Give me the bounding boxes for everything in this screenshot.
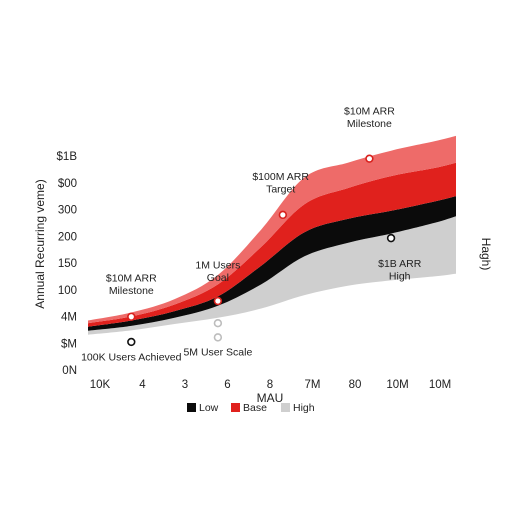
x-tick-label: 4: [139, 379, 146, 391]
y-axis-label-right: Hagh): [479, 238, 493, 271]
annotation-label: $10M ARR: [344, 106, 395, 118]
milestone-marker: [127, 337, 136, 347]
x-tick-label: 8: [267, 379, 273, 391]
annotation-label: $10M ARR: [106, 273, 157, 285]
band-base: [88, 162, 456, 327]
y-axis-label: Annual Recurring veme): [33, 179, 47, 308]
milestone-marker: [278, 210, 288, 220]
legend: Low Base High: [187, 402, 315, 414]
y-tick-label: 4M: [61, 312, 77, 324]
annotation-label: 1M Users: [195, 259, 240, 271]
y-tick-label: 150: [58, 258, 77, 270]
x-tick-label: 80: [349, 379, 362, 391]
legend-label-high: High: [293, 402, 315, 414]
x-tick-label: 10M: [429, 379, 451, 391]
x-tick-label: 10K: [90, 379, 111, 391]
milestone-marker: [213, 318, 223, 328]
band-low: [88, 196, 456, 331]
y-tick-label: 0N: [62, 365, 77, 377]
band-high: [88, 216, 456, 335]
x-tick-label: 3: [182, 379, 188, 391]
milestone-marker: [213, 333, 223, 342]
x-axis-label: MAU: [257, 391, 284, 405]
x-tick-labels: 10K 4 3 6 8 7M 80 10M 10M: [90, 379, 451, 391]
legend-swatch-high: [281, 403, 290, 412]
annotation-label: $100M ARR: [252, 171, 309, 183]
band-outer-3: [88, 135, 456, 324]
annotation-label: Milestone: [347, 118, 392, 130]
annotation-label: 100K Users Achieved: [81, 352, 182, 364]
y-tick-labels: 0N $M 4M 100 150 200 300 $00 $1B: [57, 151, 78, 377]
annotation-label: Goal: [207, 272, 229, 284]
annotation-label: $1B ARR: [378, 258, 422, 270]
y-tick-label: $00: [58, 178, 77, 190]
bands: [88, 135, 456, 335]
x-tick-label: 6: [224, 379, 230, 391]
x-tick-label: 10M: [386, 379, 408, 391]
y-tick-label: 300: [58, 205, 77, 217]
y-tick-label: 100: [58, 285, 77, 297]
milestone-marker: [386, 233, 396, 243]
legend-swatch-low: [187, 403, 196, 412]
milestone-marker: [213, 296, 223, 306]
x-tick-label: 7M: [305, 379, 321, 391]
legend-label-low: Low: [199, 402, 219, 414]
milestone-marker: [127, 312, 136, 321]
legend-label-base: Base: [243, 402, 267, 414]
annotation-label: High: [389, 271, 411, 283]
y-tick-label: 200: [58, 231, 77, 243]
annotation-label: Target: [266, 184, 295, 196]
markers: [127, 154, 396, 347]
legend-swatch-base: [231, 403, 240, 412]
y-tick-label: $M: [61, 338, 77, 350]
annotation-label: 5M User Scale: [183, 346, 252, 358]
milestone-marker: [365, 154, 374, 163]
annotation-label: Milestone: [109, 285, 154, 297]
y-tick-label: $1B: [57, 151, 78, 163]
